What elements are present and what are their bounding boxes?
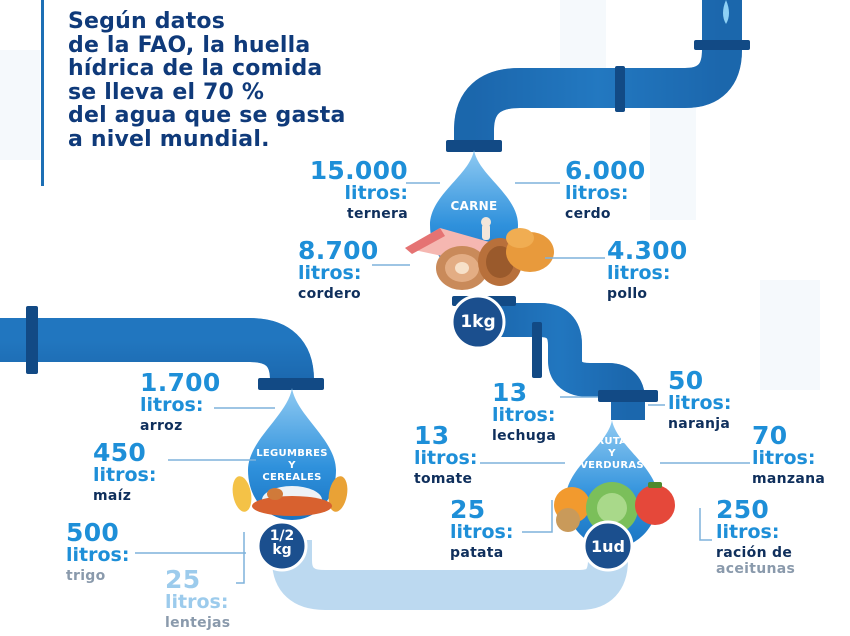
bottom-pipe [272, 540, 628, 610]
frutas-unit-circle [582, 520, 634, 572]
top-pipe [446, 0, 750, 152]
amount: 450 [93, 438, 147, 467]
unit: litros: [565, 182, 629, 204]
amount: 50 [668, 366, 704, 395]
food-name: lentejas [165, 615, 231, 631]
unit: litros: [298, 262, 362, 284]
naranja-label: 50 litros: naranja [668, 368, 731, 431]
cordero-label: 8.700 litros: cordero [298, 238, 379, 301]
frutas-unit-label: 1ud [591, 537, 625, 556]
vegetables-illustration [554, 482, 675, 534]
left-pipe [0, 306, 324, 390]
unit: litros: [165, 591, 229, 613]
amount: 6.000 [565, 156, 646, 185]
intro-line: se lleva el 70 % [68, 79, 265, 105]
unit-fraction: 1/2 [269, 528, 295, 544]
ternera-label: 15.000 litros: ternera [310, 158, 408, 221]
amount: 13 [492, 378, 528, 407]
amount: 1.700 [140, 368, 221, 397]
unit: litros: [414, 447, 478, 469]
amount: 4.300 [607, 236, 688, 265]
lentejas-label: 25 litros: lentejas [165, 567, 230, 630]
intro-line: a nivel mundial. [68, 126, 270, 152]
food-name: arroz [140, 418, 183, 434]
category-line: Y [608, 448, 616, 459]
unit: litros: [716, 521, 780, 543]
arroz-label: 1.700 litros: arroz [140, 370, 221, 433]
connector-lines [135, 182, 750, 584]
amount: 8.700 [298, 236, 379, 265]
intro-line: de la FAO, la huella [68, 32, 311, 58]
legumbres-drop [248, 388, 336, 520]
intro-line: del agua que se gasta [68, 103, 346, 128]
aceitunas-label: 250 litros: ración de aceitunas [716, 497, 795, 576]
tomate-label: 13 litros: tomate [414, 423, 477, 486]
food-name: maíz [93, 488, 132, 504]
amount: 25 [450, 495, 486, 524]
lechuga-label: 13 litros: lechuga [492, 380, 556, 443]
unit: litros: [66, 544, 130, 566]
flange [598, 390, 658, 402]
amount: 500 [66, 518, 120, 547]
unit: litros: [668, 392, 732, 414]
unit: litros: [752, 447, 816, 469]
category-line: LEGUMBRES [256, 448, 328, 459]
amount: 13 [414, 421, 450, 450]
food-name-line2: aceitunas [716, 561, 796, 577]
food-name: pollo [607, 286, 648, 302]
unit: litros: [140, 394, 204, 416]
intro-divider [41, 0, 44, 186]
unit: litros: [450, 521, 514, 543]
food-name: ración de [716, 545, 793, 561]
intro-line: Según datos [68, 9, 226, 34]
pollo-label: 4.300 litros: pollo [607, 238, 688, 301]
food-name: trigo [66, 568, 106, 584]
legumbres-unit-circle [256, 520, 308, 572]
legumbres-unit-label: 1/2 kg [262, 529, 302, 557]
unit: litros: [344, 182, 408, 204]
flange [532, 322, 542, 378]
unit: litros: [93, 464, 157, 486]
carne-unit-circle [450, 294, 506, 350]
intro-line: hídrica de la comida [68, 56, 323, 81]
unit: litros: [607, 262, 671, 284]
cerdo-label: 6.000 litros: cerdo [565, 158, 646, 221]
maiz-label: 450 litros: maíz [93, 440, 156, 503]
food-name: cerdo [565, 206, 611, 222]
manzana-label: 70 litros: manzana [752, 423, 825, 486]
cereals-illustration [232, 476, 348, 516]
amount: 25 [165, 565, 201, 594]
carne-unit-label: 1kg [460, 312, 496, 332]
intro-text: Según datos de la FAO, la huella hídrica… [68, 10, 368, 151]
frutas-category-label: FRUTAS Y VERDURAS [572, 436, 652, 472]
amount: 70 [752, 421, 788, 450]
food-name: ternera [346, 206, 408, 222]
food-name: manzana [752, 471, 826, 487]
food-name: naranja [668, 416, 731, 432]
category-line: Y [288, 460, 296, 471]
category-line: CEREALES [262, 472, 322, 483]
meat-illustration [405, 217, 554, 290]
food-name: cordero [298, 286, 361, 302]
patata-label: 25 litros: patata [450, 497, 513, 560]
amount: 15.000 [309, 156, 408, 185]
amount: 250 [716, 495, 770, 524]
food-name: lechuga [492, 428, 557, 444]
food-name: patata [450, 545, 504, 561]
unit: litros: [492, 404, 556, 426]
legumbres-category-label: LEGUMBRES Y CEREALES [250, 448, 334, 484]
trigo-label: 500 litros: trigo [66, 520, 129, 583]
category-line: VERDURAS [580, 460, 644, 471]
food-name: tomate [414, 471, 473, 487]
unit-kg: kg [272, 542, 292, 558]
category-line: FRUTAS [589, 436, 635, 447]
carne-category-label: CARNE [450, 199, 498, 213]
